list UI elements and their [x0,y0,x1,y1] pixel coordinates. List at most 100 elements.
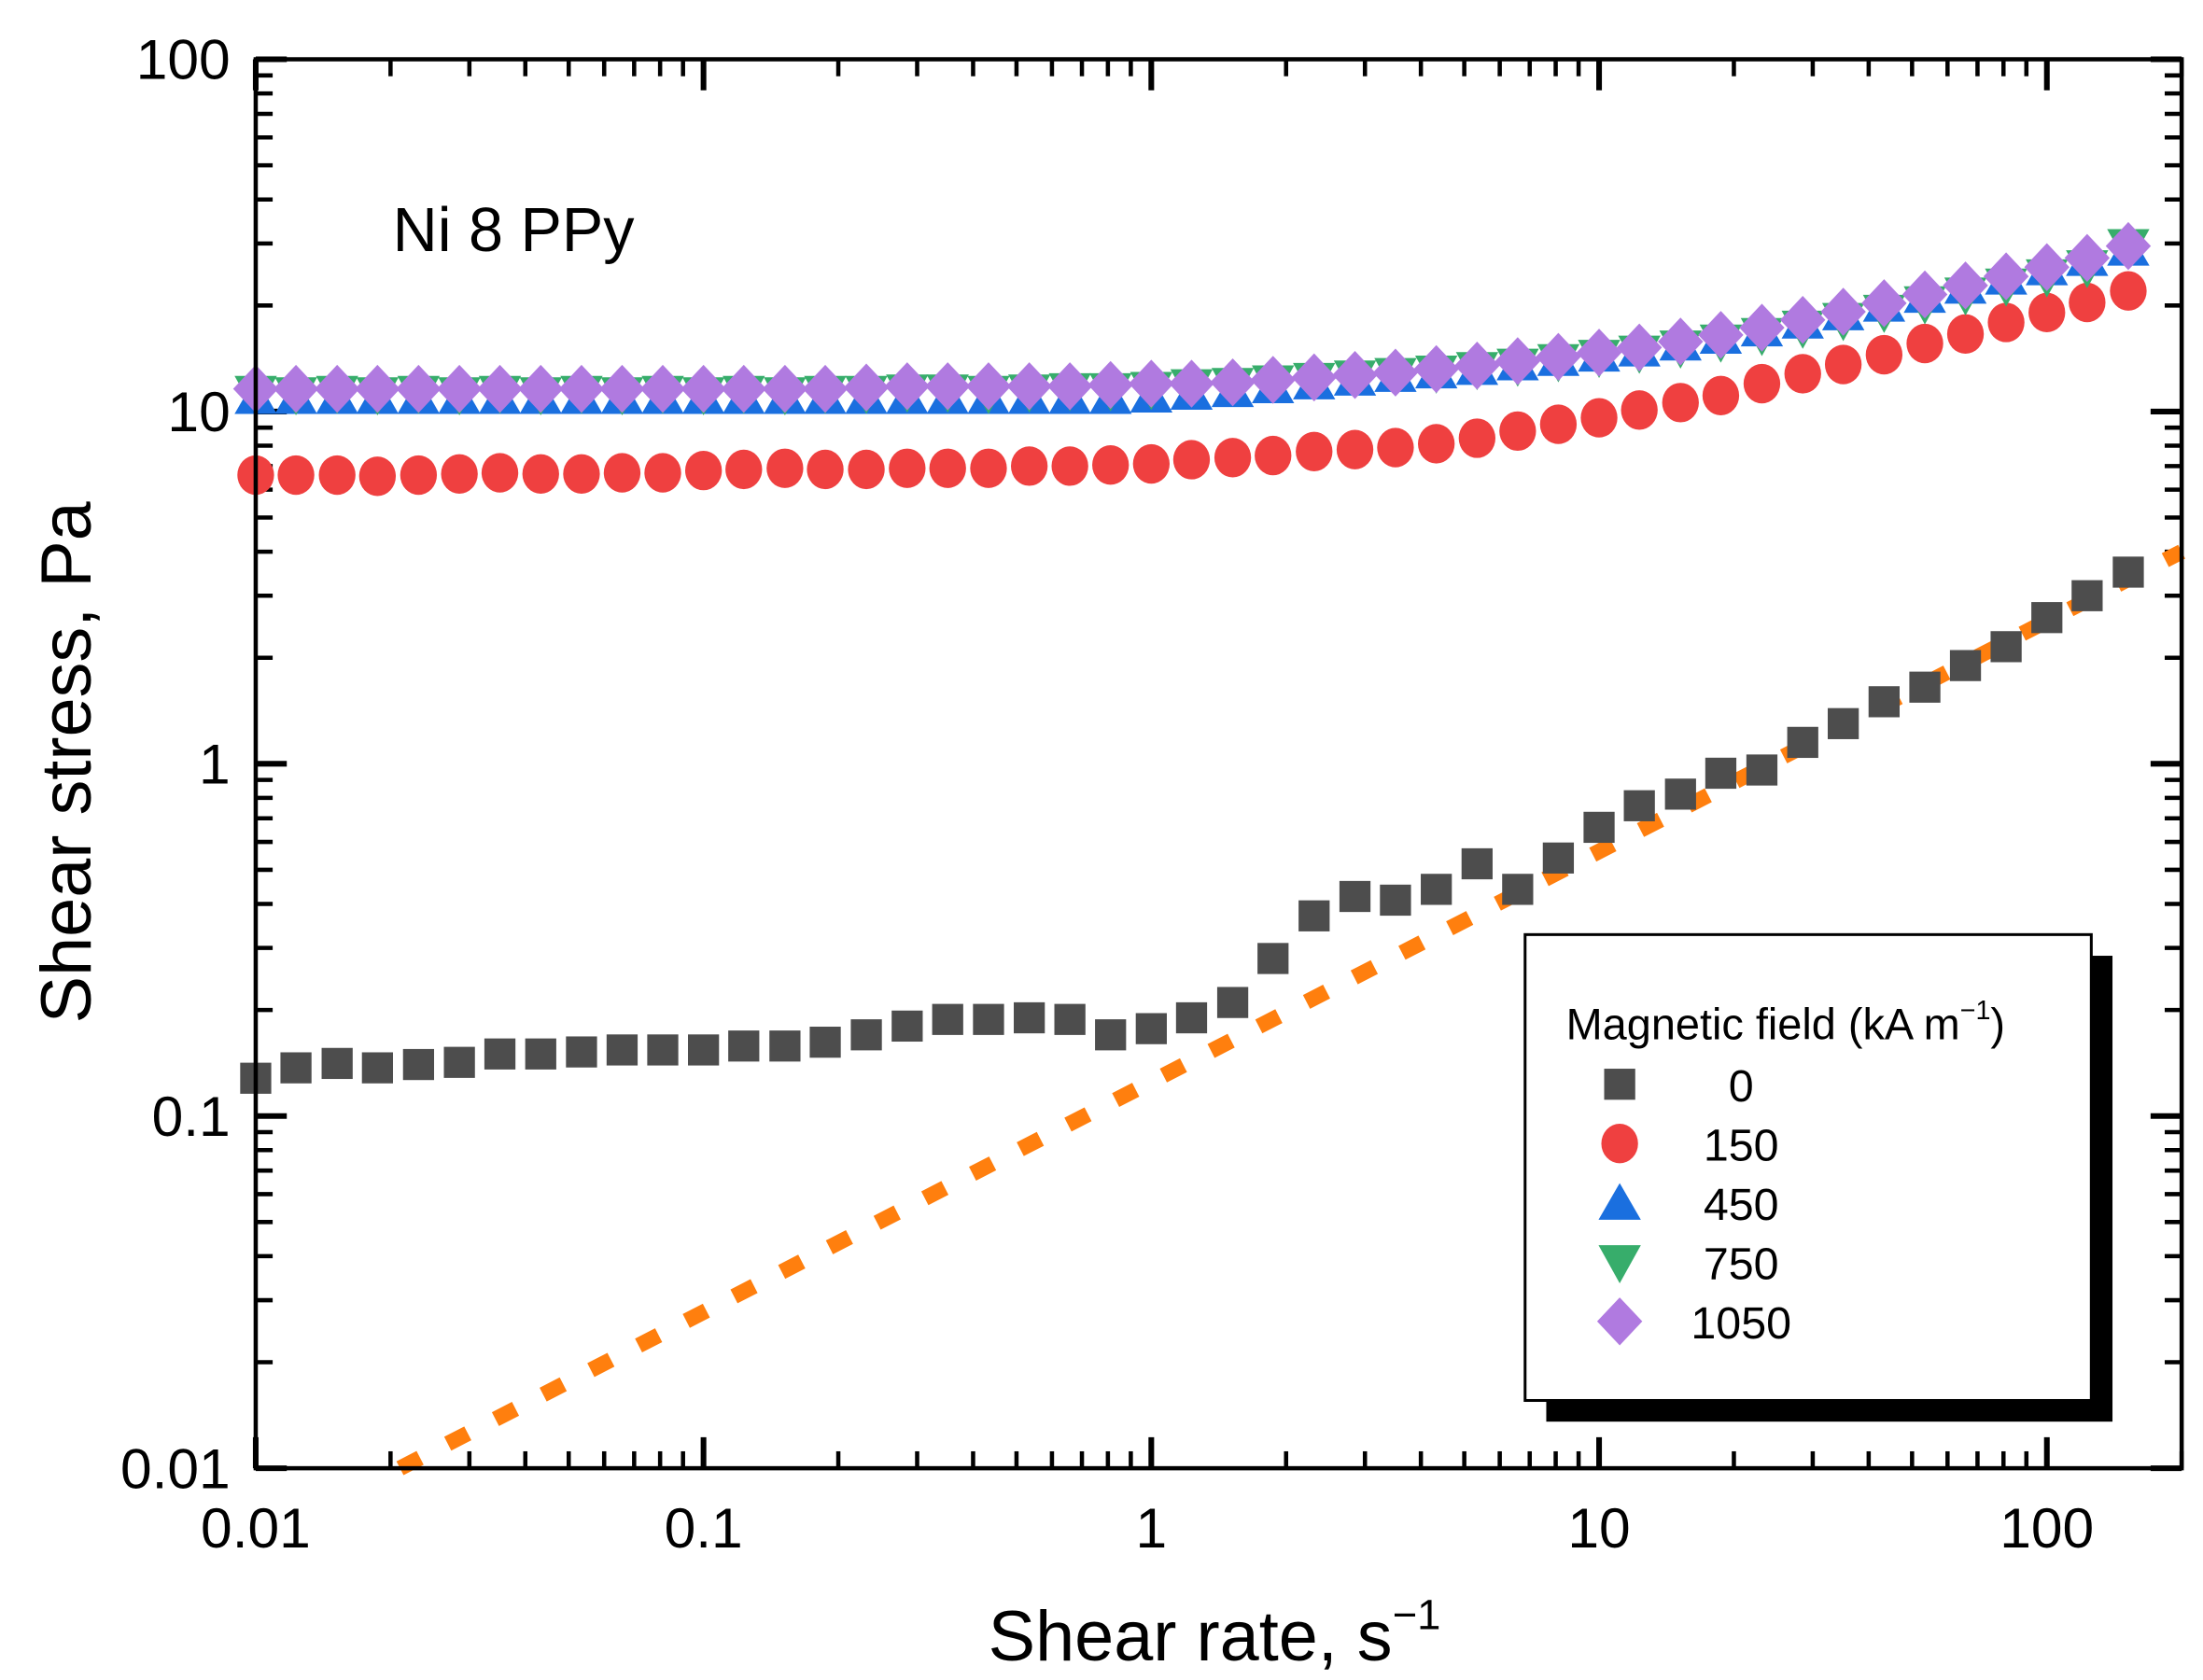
point-circle [1580,398,1618,438]
point-circle [766,448,804,488]
point-square [1664,778,1696,810]
point-square [1949,650,1982,681]
point-square [484,1038,516,1070]
point-circle [563,454,600,494]
point-diamond [1210,357,1256,407]
point-circle [2110,271,2147,311]
point-circle [1865,334,1903,375]
point-diamond [1372,348,1419,397]
point-diamond [1536,332,1581,382]
point-circle [2028,292,2066,333]
point-circle [725,449,763,490]
legend: Magnetic field (kA m−1) 0 150 450 750 1050 [1523,932,2113,1422]
series-0 [240,556,2144,1094]
point-square [1095,1019,1127,1051]
y-axis-title: Shear stress, Pa [28,500,106,1023]
point-square [891,1010,923,1043]
point-square [443,1046,475,1078]
point-square [1583,811,1615,844]
point-square [932,1003,963,1035]
point-circle [889,448,926,488]
legend-marker-diamond [1596,1297,1643,1346]
legend-title-text: Magnetic field (kA m [1566,1000,1960,1048]
point-square [1868,686,1901,718]
y-tick-labels: 0.01 0.1 1 10 100 [120,28,231,1501]
point-diamond [355,364,400,413]
point-circle [1539,404,1578,444]
x-tick-label: 0.01 [201,1496,311,1560]
point-diamond [721,364,766,413]
point-circle [522,454,559,494]
point-diamond [1413,344,1459,394]
point-circle [1377,427,1414,468]
y-tick-label: 0.1 [152,1085,231,1148]
legend-label: 1050 [1691,1298,1791,1349]
point-diamond [558,364,605,413]
point-circle [441,454,478,494]
point-square [1298,900,1330,931]
series-150 [237,271,2147,497]
point-circle [1214,438,1252,478]
point-diamond [1046,362,1093,411]
point-square [606,1034,638,1066]
point-square [1054,1003,1086,1035]
point-square [1421,874,1452,905]
point-diamond [1454,342,1500,390]
point-square [321,1047,353,1080]
point-diamond [1658,317,1704,366]
point-circle [1906,323,1943,364]
point-circle [1051,446,1088,486]
point-diamond [1250,356,1296,404]
point-circle [1458,418,1496,458]
legend-marker-circle [1601,1124,1638,1164]
x-tick-label: 1 [1136,1496,1168,1560]
point-circle [807,449,844,490]
point-square [1746,754,1778,786]
point-square [402,1048,435,1081]
point-circle [1743,363,1781,404]
point-square [1380,884,1411,917]
point-square [1135,1013,1167,1044]
point-diamond [273,364,319,413]
legend-marker-square [1604,1069,1635,1100]
plot-frame [253,57,2184,1471]
x-axis-title-text: Shear rate, s [989,1598,1393,1676]
point-square [1542,842,1575,874]
point-circle [1296,431,1333,471]
point-circle [1946,314,1985,355]
point-diamond [1129,359,1174,408]
point-square [1175,1001,1208,1034]
legend-title: Magnetic field (kA m−1) [1566,996,2005,1048]
point-diamond [1494,337,1541,385]
legend-label: 150 [1704,1120,1779,1170]
point-circle [970,448,1007,488]
point-circle [1824,344,1862,385]
point-circle [481,453,519,493]
point-circle [277,455,315,496]
point-circle [1336,429,1374,469]
point-square [1216,987,1249,1018]
point-circle [1010,446,1048,486]
point-circle [603,453,641,493]
point-diamond [1943,261,1988,310]
point-diamond [2024,243,2070,291]
point-diamond [1901,270,1948,319]
legend-marker-triangle-down [1598,1245,1641,1283]
point-square [1623,790,1655,821]
point-diamond [436,364,483,413]
point-diamond [1861,279,1907,328]
y-tick-label: 1 [199,732,231,795]
legend-label: 750 [1704,1239,1779,1289]
point-square [728,1030,760,1062]
point-diamond [1983,252,2029,301]
point-circle [848,449,885,490]
point-circle [1662,383,1699,423]
point-circle [1784,354,1821,394]
x-tick-label: 0.1 [665,1496,743,1560]
point-diamond [884,362,931,411]
point-diamond [925,362,971,411]
y-tick-label: 100 [136,28,231,91]
point-circle [644,453,681,493]
point-circle [1987,302,2025,343]
legend-label: 0 [1729,1061,1754,1112]
